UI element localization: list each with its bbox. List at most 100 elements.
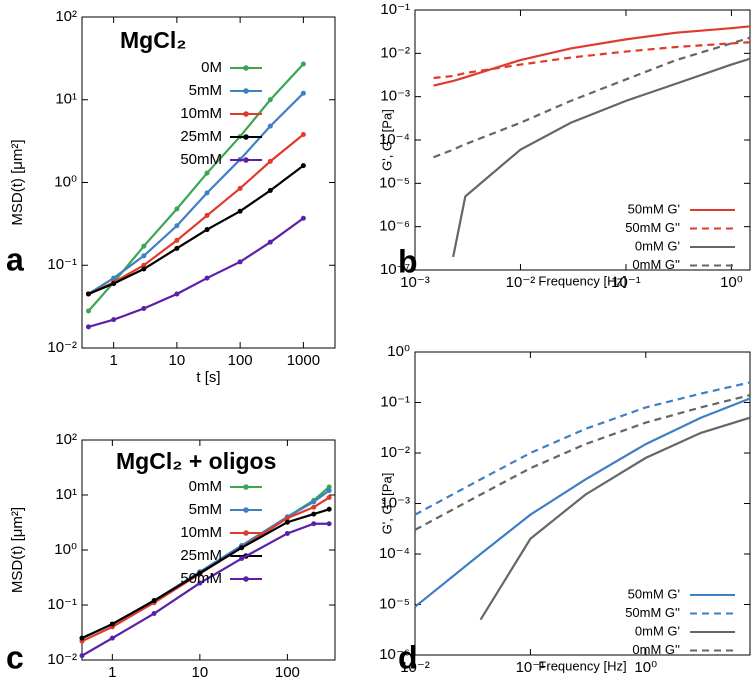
x-tick-label: 100 bbox=[228, 352, 253, 369]
series-line bbox=[81, 522, 330, 657]
y-tick-label: 10² bbox=[55, 8, 77, 25]
legend-label: 25mM bbox=[180, 547, 222, 564]
y-axis-label: G', G'' [Pa] bbox=[379, 473, 394, 535]
data-point bbox=[141, 262, 147, 268]
legend-marker bbox=[243, 484, 249, 490]
legend-label: 25mM bbox=[180, 128, 222, 145]
data-point bbox=[141, 253, 147, 259]
y-tick-label: 10⁻⁶ bbox=[379, 646, 410, 663]
data-point bbox=[204, 170, 210, 176]
x-tick-label: 10⁻¹ bbox=[516, 659, 546, 676]
x-axis-label: t [s] bbox=[196, 369, 220, 386]
data-point bbox=[197, 580, 203, 586]
data-point bbox=[151, 611, 157, 617]
series-line bbox=[414, 394, 751, 531]
x-tick-label: 10⁻³ bbox=[400, 274, 430, 291]
x-tick-label: 1 bbox=[109, 352, 117, 369]
x-tick-label: 1 bbox=[108, 664, 116, 677]
data-point bbox=[141, 306, 147, 312]
data-point bbox=[284, 530, 290, 536]
legend-marker bbox=[243, 157, 249, 163]
data-point bbox=[311, 499, 317, 505]
data-point bbox=[326, 495, 332, 501]
data-point bbox=[284, 515, 290, 521]
data-point bbox=[300, 132, 306, 138]
legend-label: 0mM bbox=[189, 478, 222, 495]
series-line bbox=[81, 508, 330, 640]
data-point bbox=[311, 521, 317, 527]
y-tick-label: 10⁰ bbox=[54, 541, 77, 558]
legend-label: 50mM G' bbox=[628, 586, 680, 601]
legend-label: 50mM G'' bbox=[625, 605, 680, 620]
series-line bbox=[87, 63, 305, 312]
legend-label: 10mM bbox=[180, 524, 222, 541]
x-tick-label: 10⁻¹ bbox=[611, 274, 641, 291]
legend-marker bbox=[243, 134, 249, 140]
data-point bbox=[237, 208, 243, 214]
data-point bbox=[267, 188, 273, 194]
data-point bbox=[109, 621, 115, 627]
data-point bbox=[300, 163, 306, 169]
legend-marker bbox=[243, 530, 249, 536]
data-point bbox=[239, 545, 245, 551]
data-point bbox=[300, 61, 306, 67]
y-tick-label: 10⁻² bbox=[380, 444, 410, 461]
series-line bbox=[433, 25, 751, 87]
y-tick-label: 10⁻⁵ bbox=[379, 595, 410, 612]
panel-label: c bbox=[6, 639, 24, 675]
y-tick-label: 10⁻⁵ bbox=[379, 174, 410, 191]
data-point bbox=[237, 259, 243, 265]
x-tick-label: 10 bbox=[192, 664, 209, 677]
data-point bbox=[267, 97, 273, 103]
y-axis-label: MSD(t) [μm²] bbox=[9, 139, 26, 225]
data-point bbox=[326, 488, 332, 494]
x-axis-label: Frequency [Hz] bbox=[538, 273, 626, 288]
legend-label: 0mM G'' bbox=[632, 257, 680, 272]
y-tick-label: 10⁻³ bbox=[380, 494, 410, 511]
data-point bbox=[174, 206, 180, 212]
y-tick-label: 10⁻¹ bbox=[380, 1, 410, 18]
data-point bbox=[237, 185, 243, 191]
legend-label: 50mM bbox=[180, 151, 222, 168]
plot-frame bbox=[414, 351, 751, 656]
data-point bbox=[204, 212, 210, 218]
x-tick-label: 100 bbox=[275, 664, 300, 677]
x-tick-label: 10 bbox=[169, 352, 186, 369]
panel-label: b bbox=[398, 243, 418, 279]
data-point bbox=[326, 521, 332, 527]
series-line bbox=[414, 397, 751, 608]
y-tick-label: 10⁻⁶ bbox=[379, 218, 410, 235]
series-line bbox=[479, 416, 751, 621]
legend-marker bbox=[243, 88, 249, 94]
legend-marker bbox=[243, 576, 249, 582]
data-point bbox=[85, 308, 91, 314]
legend-label: 50mM bbox=[180, 570, 222, 587]
legend-marker bbox=[243, 111, 249, 117]
data-point bbox=[300, 215, 306, 221]
panel-label: d bbox=[398, 639, 418, 675]
y-tick-label: 10⁻² bbox=[47, 651, 77, 668]
y-tick-label: 10⁻⁴ bbox=[379, 545, 410, 562]
y-tick-label: 10⁻¹ bbox=[47, 256, 77, 273]
y-tick-label: 10⁻⁴ bbox=[379, 131, 410, 148]
data-point bbox=[174, 237, 180, 243]
data-point bbox=[267, 123, 273, 129]
legend-label: 50mM G' bbox=[628, 201, 680, 216]
y-axis-label: MSD(t) [μm²] bbox=[9, 507, 26, 593]
panel-label: a bbox=[6, 241, 24, 277]
data-point bbox=[197, 570, 203, 576]
y-tick-label: 10⁻² bbox=[380, 44, 410, 61]
series-line bbox=[88, 217, 305, 328]
series-line bbox=[88, 133, 305, 295]
y-axis-label: G', G'' [Pa] bbox=[379, 109, 394, 171]
legend-marker bbox=[243, 65, 249, 71]
data-point bbox=[141, 243, 147, 249]
y-tick-label: 10⁰ bbox=[54, 173, 77, 190]
y-tick-label: 10⁰ bbox=[387, 343, 410, 360]
y-tick-label: 10⁻⁷ bbox=[380, 261, 410, 278]
data-point bbox=[311, 511, 317, 517]
y-tick-label: 10⁻² bbox=[47, 339, 77, 356]
data-point bbox=[85, 291, 91, 297]
legend-label: 0M bbox=[201, 59, 222, 76]
